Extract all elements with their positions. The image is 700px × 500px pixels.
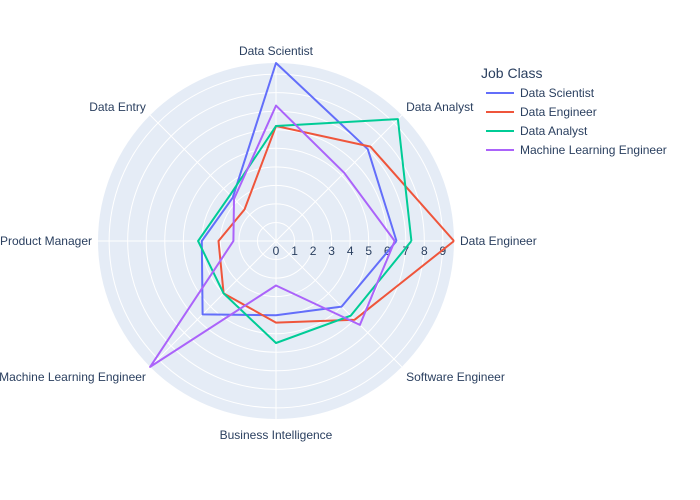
polar-grid [98, 63, 454, 419]
angular-axis-labels: Data Engineer Data Analyst Data Scientist D… [0, 44, 537, 442]
radial-tick-label: 9 [440, 244, 447, 258]
axis-label: Software Engineer [406, 370, 505, 384]
axis-label: Machine Learning Engineer [0, 370, 146, 384]
grid-spoke [149, 240, 277, 368]
radial-tick-label: 0 [273, 244, 280, 258]
radial-tick-label: 4 [347, 244, 354, 258]
radial-tick-label: 2 [310, 244, 317, 258]
radial-tick-label: 3 [328, 244, 335, 258]
axis-label: Product Manager [0, 234, 92, 248]
legend-items: Data Scientist Data Engineer Data Analyst M… [486, 86, 667, 157]
legend-entry-label: Data Scientist [520, 86, 595, 100]
axis-label: Data Entry [89, 100, 146, 114]
series-line-data-scientist [200, 62, 398, 317]
series-line-data-analyst [197, 118, 413, 344]
grid-spoke [275, 240, 403, 368]
grid-spoke [149, 114, 277, 242]
radial-tick-label: 1 [291, 244, 298, 258]
radial-tick-label: 5 [365, 244, 372, 258]
legend-entry-label: Machine Learning Engineer [520, 143, 667, 157]
axis-label: Data Scientist [239, 44, 314, 58]
radial-tick-label: 8 [421, 244, 428, 258]
grid-spoke [275, 114, 403, 242]
series-lines [149, 62, 455, 368]
series-line-data-engineer [217, 125, 455, 324]
radial-tick-label: 7 [402, 244, 409, 258]
legend-entry-label: Data Engineer [520, 105, 597, 119]
axis-label: Data Engineer [460, 234, 537, 248]
legend-entry-label: Data Analyst [520, 124, 588, 138]
axis-label: Business Intelligence [220, 428, 333, 442]
legend-title: Job Class [481, 65, 542, 81]
series-line-machine-learning-engineer [149, 104, 396, 368]
axis-label: Data Analyst [406, 100, 474, 114]
